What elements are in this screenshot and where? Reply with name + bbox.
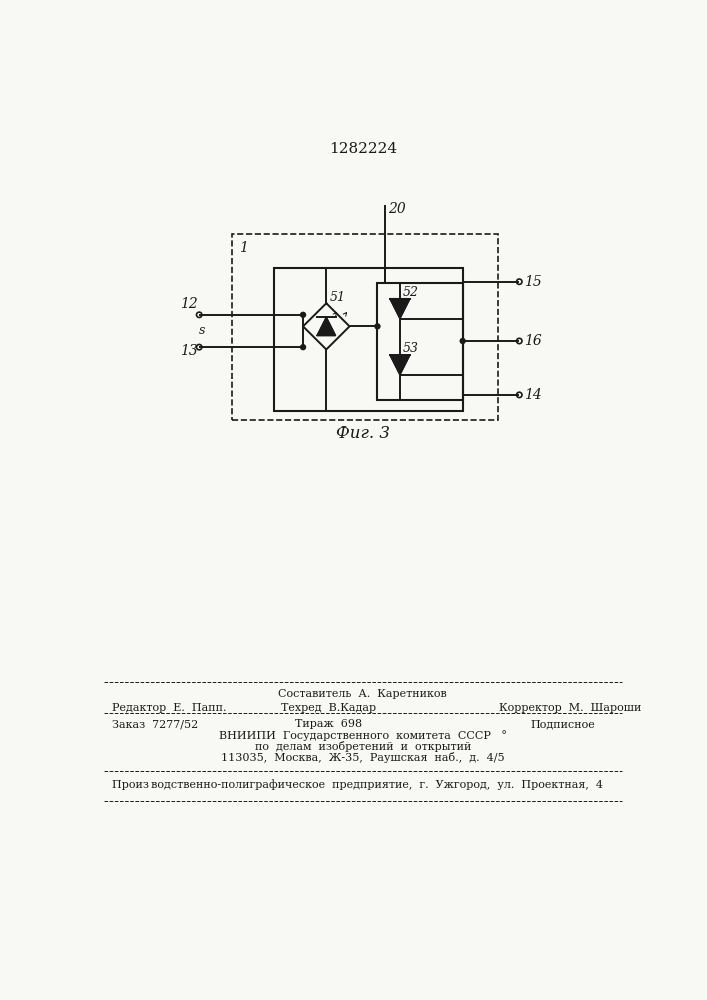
Text: 52: 52 bbox=[402, 286, 419, 299]
Bar bbox=[232, 234, 498, 420]
Text: 51: 51 bbox=[329, 291, 346, 304]
Text: Техред  В.Кадар: Техред В.Кадар bbox=[281, 703, 376, 713]
Text: Составитель  А.  Каретников: Составитель А. Каретников bbox=[279, 689, 447, 699]
Text: 1: 1 bbox=[240, 241, 248, 255]
Text: Заказ  7277/52: Заказ 7277/52 bbox=[112, 719, 198, 729]
Polygon shape bbox=[390, 299, 410, 319]
Text: Фиг. 3: Фиг. 3 bbox=[336, 425, 390, 442]
Text: 20: 20 bbox=[388, 202, 406, 216]
Text: 113035,  Москва,  Ж-35,  Раушская  наб.,  д.  4/5: 113035, Москва, Ж-35, Раушская наб., д. … bbox=[221, 752, 505, 763]
Bar bbox=[274, 268, 462, 411]
Bar bbox=[378, 283, 462, 400]
Text: Корректор  М.  Шароши: Корректор М. Шароши bbox=[499, 703, 641, 713]
Circle shape bbox=[375, 324, 380, 329]
Text: 12: 12 bbox=[180, 297, 198, 311]
Text: Подписное: Подписное bbox=[530, 719, 595, 729]
Polygon shape bbox=[317, 317, 336, 336]
Circle shape bbox=[460, 339, 465, 343]
Text: ВНИИПИ  Государственного  комитета  СССР   °: ВНИИПИ Государственного комитета СССР ° bbox=[218, 731, 507, 741]
Text: 53: 53 bbox=[402, 342, 419, 355]
Text: Редактор  Е.  Папп.: Редактор Е. Папп. bbox=[112, 703, 226, 713]
Text: Тираж  698: Тираж 698 bbox=[295, 719, 362, 729]
Text: по  делам  изобретений  и  открытий: по делам изобретений и открытий bbox=[255, 741, 471, 752]
Text: 15: 15 bbox=[524, 275, 542, 289]
Circle shape bbox=[300, 312, 305, 317]
Text: 14: 14 bbox=[524, 388, 542, 402]
Text: s: s bbox=[199, 324, 206, 337]
Text: 16: 16 bbox=[524, 334, 542, 348]
Text: 13: 13 bbox=[180, 344, 198, 358]
Polygon shape bbox=[390, 355, 410, 375]
Circle shape bbox=[300, 345, 305, 350]
Text: Произ водственно-полиграфическое  предприятие,  г.  Ужгород,  ул.  Проектная,  4: Произ водственно-полиграфическое предпри… bbox=[112, 779, 602, 790]
Text: 1282224: 1282224 bbox=[329, 142, 397, 156]
